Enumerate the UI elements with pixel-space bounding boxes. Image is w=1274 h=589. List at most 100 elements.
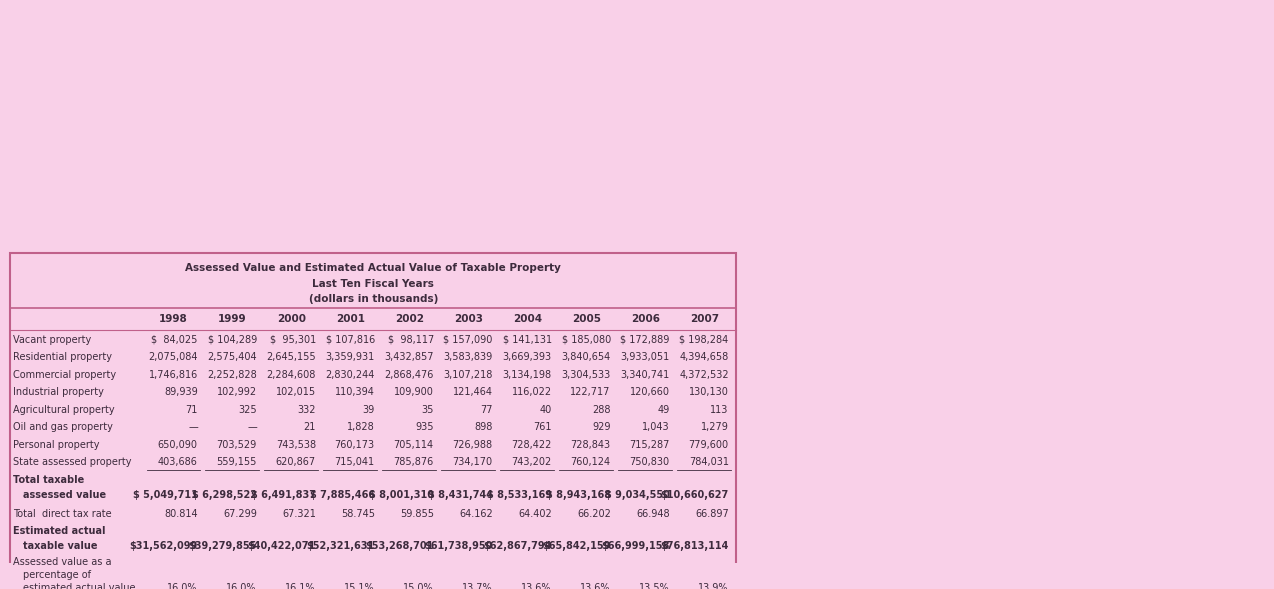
Text: 2001: 2001 (336, 313, 364, 323)
Text: 59.855: 59.855 (400, 509, 433, 519)
Text: $10,660,627: $10,660,627 (660, 489, 729, 499)
Text: $52,321,631: $52,321,631 (307, 541, 375, 551)
Text: 4,372,532: 4,372,532 (679, 370, 729, 380)
Text: Assessed value as a: Assessed value as a (13, 557, 111, 567)
Text: 1,828: 1,828 (347, 422, 375, 432)
Text: 3,359,931: 3,359,931 (326, 352, 375, 362)
Text: 102,015: 102,015 (275, 388, 316, 398)
Text: Last Ten Fiscal Years: Last Ten Fiscal Years (312, 279, 434, 289)
Text: 734,170: 734,170 (452, 457, 493, 467)
Bar (10, 253, 736, 589)
Text: $ 8,001,310: $ 8,001,310 (368, 489, 433, 499)
Text: 2,075,084: 2,075,084 (148, 352, 197, 362)
Text: 3,134,198: 3,134,198 (503, 370, 552, 380)
Text: 743,538: 743,538 (275, 439, 316, 449)
Text: Vacant property: Vacant property (13, 335, 90, 345)
Text: 58.745: 58.745 (341, 509, 375, 519)
Text: $62,867,794: $62,867,794 (483, 541, 552, 551)
Text: Personal property: Personal property (13, 439, 99, 449)
Text: 3,107,218: 3,107,218 (443, 370, 493, 380)
Text: 760,124: 760,124 (571, 457, 610, 467)
Text: $ 9,034,550: $ 9,034,550 (605, 489, 670, 499)
Text: $31,562,099: $31,562,099 (130, 541, 197, 551)
Text: 3,340,741: 3,340,741 (620, 370, 670, 380)
Text: 760,173: 760,173 (335, 439, 375, 449)
Text: 3,933,051: 3,933,051 (620, 352, 670, 362)
Text: 2,252,828: 2,252,828 (208, 370, 257, 380)
Text: 40: 40 (539, 405, 552, 415)
Text: $65,842,159: $65,842,159 (543, 541, 610, 551)
Text: 3,583,839: 3,583,839 (443, 352, 493, 362)
Text: $ 107,816: $ 107,816 (326, 335, 375, 345)
Text: 784,031: 784,031 (689, 457, 729, 467)
Text: Oil and gas property: Oil and gas property (13, 422, 112, 432)
Text: 650,090: 650,090 (158, 439, 197, 449)
Text: 2002: 2002 (395, 313, 424, 323)
Text: estimated actual value: estimated actual value (23, 583, 135, 589)
Text: 332: 332 (297, 405, 316, 415)
Text: 620,867: 620,867 (275, 457, 316, 467)
Text: 2,868,476: 2,868,476 (385, 370, 433, 380)
Text: 3,304,533: 3,304,533 (562, 370, 610, 380)
Text: 109,900: 109,900 (394, 388, 433, 398)
Text: 130,130: 130,130 (689, 388, 729, 398)
Text: assessed value: assessed value (23, 489, 106, 499)
Text: 2,830,244: 2,830,244 (325, 370, 375, 380)
Text: 4,394,658: 4,394,658 (679, 352, 729, 362)
Text: 67.299: 67.299 (223, 509, 257, 519)
Text: 779,600: 779,600 (689, 439, 729, 449)
Text: 2006: 2006 (631, 313, 660, 323)
Text: 728,422: 728,422 (511, 439, 552, 449)
Text: 77: 77 (480, 405, 493, 415)
Text: 705,114: 705,114 (394, 439, 433, 449)
Text: 2003: 2003 (454, 313, 483, 323)
Text: 13.5%: 13.5% (640, 583, 670, 589)
Text: Commercial property: Commercial property (13, 370, 116, 380)
Text: 2,284,608: 2,284,608 (266, 370, 316, 380)
Text: 403,686: 403,686 (158, 457, 197, 467)
Text: 1,746,816: 1,746,816 (149, 370, 197, 380)
Text: $ 172,889: $ 172,889 (620, 335, 670, 345)
Text: $ 6,298,522: $ 6,298,522 (192, 489, 257, 499)
Text: $  98,117: $ 98,117 (387, 335, 433, 345)
Text: 785,876: 785,876 (394, 457, 433, 467)
Text: Total taxable: Total taxable (13, 475, 84, 485)
Text: $  84,025: $ 84,025 (152, 335, 197, 345)
Text: —: — (189, 422, 197, 432)
Text: $ 104,289: $ 104,289 (208, 335, 257, 345)
Text: 2004: 2004 (513, 313, 541, 323)
Text: 2007: 2007 (689, 313, 719, 323)
Text: 1,279: 1,279 (701, 422, 729, 432)
Text: $ 141,131: $ 141,131 (503, 335, 552, 345)
Text: 935: 935 (415, 422, 433, 432)
Text: 67.321: 67.321 (282, 509, 316, 519)
Text: 898: 898 (474, 422, 493, 432)
Text: $40,422,071: $40,422,071 (247, 541, 316, 551)
Text: $66,999,158: $66,999,158 (601, 541, 670, 551)
Text: 21: 21 (303, 422, 316, 432)
Text: $ 198,284: $ 198,284 (679, 335, 729, 345)
Text: 13.6%: 13.6% (521, 583, 552, 589)
Text: $39,279,855: $39,279,855 (189, 541, 257, 551)
Text: 13.7%: 13.7% (462, 583, 493, 589)
Text: 71: 71 (186, 405, 197, 415)
Text: $ 6,491,837: $ 6,491,837 (251, 489, 316, 499)
Text: 929: 929 (592, 422, 610, 432)
Text: 2000: 2000 (276, 313, 306, 323)
Text: 715,041: 715,041 (335, 457, 375, 467)
Text: 1998: 1998 (159, 313, 187, 323)
Text: 16.0%: 16.0% (227, 583, 257, 589)
Text: 64.402: 64.402 (519, 509, 552, 519)
Text: 121,464: 121,464 (452, 388, 493, 398)
Text: 2005: 2005 (572, 313, 601, 323)
Text: $ 157,090: $ 157,090 (443, 335, 493, 345)
Text: 2,645,155: 2,645,155 (266, 352, 316, 362)
Text: 761: 761 (534, 422, 552, 432)
Text: Total  direct tax rate: Total direct tax rate (13, 509, 111, 519)
Text: $ 8,533,169: $ 8,533,169 (487, 489, 552, 499)
Text: 1999: 1999 (218, 313, 247, 323)
Text: $53,268,701: $53,268,701 (366, 541, 433, 551)
Text: (dollars in thousands): (dollars in thousands) (308, 294, 438, 305)
Text: 726,988: 726,988 (452, 439, 493, 449)
Text: 3,840,654: 3,840,654 (562, 352, 610, 362)
